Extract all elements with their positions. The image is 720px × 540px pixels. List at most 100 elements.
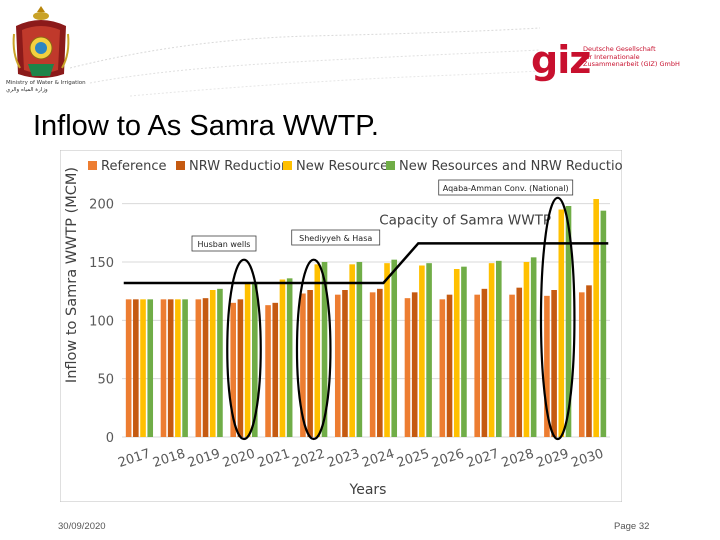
bar-new-resources-2027 (488, 263, 495, 437)
chart-annotations: Husban wells Shediyyeh & Hasa Aqaba-Amman … (191, 179, 576, 441)
bar-reference-2019 (195, 299, 202, 437)
bar-new-resources-2019 (209, 290, 216, 437)
bar-reference-2020 (230, 302, 236, 437)
annotation-highlight-2029 (539, 196, 576, 441)
bar-reference-2026 (439, 299, 446, 437)
y-tick-label: 200 (89, 198, 114, 213)
bar-new-resources-and-nrw-reduction-2024 (391, 259, 398, 437)
bar-reference-2021 (265, 305, 271, 437)
bar-new-resources-and-nrw-reduction-2026 (461, 266, 467, 437)
giz-name-line: für Internationale (583, 52, 640, 61)
annotation-box (438, 179, 574, 196)
bar-new-resources-2020 (244, 283, 251, 437)
bar-nrw-reduction-2024 (377, 288, 383, 437)
bar-reference-2025 (404, 298, 411, 437)
bar-reference-2028 (509, 294, 515, 437)
giz-name-line: Zusammenarbeit (GIZ) GmbH (583, 60, 680, 68)
ministry-name: Ministry of Water & Irrigation وزارة الم… (6, 80, 86, 94)
y-tick-label: 0 (106, 431, 114, 446)
bar-nrw-reduction-2021 (272, 302, 279, 437)
bar-nrw-reduction-2028 (516, 287, 523, 437)
bar-new-resources-2023 (349, 264, 355, 437)
legend-entry: New Resources and NRW Reduction (399, 159, 622, 174)
bar-reference-2024 (369, 292, 376, 437)
y-tick-label: 100 (89, 314, 114, 329)
bar-new-resources-2025 (419, 265, 425, 437)
bar-reference-2023 (334, 294, 341, 437)
chart-bars (125, 199, 607, 437)
bar-new-resources-2018 (175, 299, 181, 437)
giz-name-line: Deutsche Gesellschaft (583, 45, 656, 53)
decorative-wave-lines (70, 27, 540, 97)
footer-date: 30/09/2020 (58, 521, 106, 532)
bar-nrw-reduction-2027 (481, 288, 488, 437)
bar-new-resources-and-nrw-reduction-2019 (217, 288, 223, 437)
bar-new-resources-and-nrw-reduction-2022 (321, 262, 328, 437)
bar-reference-2029 (544, 295, 550, 437)
legend-entry: NRW Reduction (189, 159, 289, 174)
bar-new-resources-2021 (279, 279, 286, 437)
annotation-highlight-2022 (295, 258, 332, 441)
bar-new-resources-and-nrw-reduction-2030 (600, 210, 607, 437)
bar-new-resources-2028 (523, 262, 530, 437)
giz-organization-name: Deutsche Gesellschaft für Internationale… (583, 45, 680, 69)
giz-logo: giz (531, 38, 591, 82)
bar-nrw-reduction-2018 (167, 299, 174, 437)
bar-reference-2017 (125, 299, 132, 437)
annotation-label: Husban wells (198, 240, 251, 249)
bar-nrw-reduction-2023 (342, 290, 348, 437)
inflow-bar-chart: Reference NRW Reduction New Resources New R… (60, 150, 622, 502)
legend-entry: New Resources (296, 159, 395, 174)
bar-nrw-reduction-2029 (551, 290, 557, 437)
annotation-label: Shediyyeh & Hasa (299, 234, 372, 243)
annotation-box (191, 235, 257, 252)
bar-new-resources-and-nrw-reduction-2023 (356, 262, 363, 437)
bar-reference-2022 (300, 293, 306, 437)
legend-swatch (88, 161, 97, 170)
legend-swatch (386, 161, 395, 170)
ministry-name-en: Ministry of Water & Irrigation (6, 80, 86, 86)
bar-reference-2030 (578, 292, 585, 437)
bar-new-resources-and-nrw-reduction-2029 (565, 206, 572, 437)
legend-swatch (283, 161, 292, 170)
bar-nrw-reduction-2017 (133, 299, 139, 437)
bar-nrw-reduction-2025 (411, 292, 418, 437)
bar-new-resources-and-nrw-reduction-2021 (286, 278, 293, 437)
bar-nrw-reduction-2019 (202, 298, 209, 437)
bar-new-resources-and-nrw-reduction-2027 (496, 260, 502, 437)
bar-new-resources-and-nrw-reduction-2025 (426, 263, 432, 437)
y-tick-label: 50 (97, 373, 114, 388)
bar-reference-2018 (160, 299, 167, 437)
bar-nrw-reduction-2020 (237, 299, 244, 437)
capacity-line-label: Capacity of Samra WWTP (379, 213, 551, 229)
bar-new-resources-2026 (453, 269, 460, 437)
x-axis-label: Years (349, 482, 387, 498)
y-axis-label: Inflow to Samra WWTP (MCM) (64, 167, 80, 383)
bar-new-resources-2024 (384, 263, 390, 437)
legend-swatch (176, 161, 185, 170)
annotation-box (291, 229, 381, 246)
ministry-name-ar: وزارة المياه والري (6, 87, 48, 93)
annotation-highlight-2020 (226, 258, 262, 441)
chart-legend: Reference NRW Reduction New Resources New R… (88, 159, 622, 174)
bar-new-resources-2022 (314, 264, 321, 437)
bar-new-resources-and-nrw-reduction-2020 (252, 281, 258, 437)
y-axis-ticks: 0 50 100 150 200 (89, 198, 114, 446)
capacity-line (123, 242, 609, 285)
bar-new-resources-2017 (140, 299, 146, 437)
y-tick-label: 150 (89, 256, 114, 271)
legend-entry: Reference (101, 159, 166, 174)
footer-page-number: Page 32 (614, 521, 650, 532)
bar-nrw-reduction-2026 (446, 294, 453, 437)
bar-new-resources-2030 (593, 199, 599, 437)
bar-new-resources-and-nrw-reduction-2017 (147, 299, 154, 437)
slide-title: Inflow to As Samra WWTP. (33, 110, 379, 142)
bar-reference-2027 (474, 294, 480, 437)
bar-new-resources-and-nrw-reduction-2028 (530, 257, 537, 437)
bar-new-resources-2029 (558, 209, 565, 437)
capacity-line-group: Capacity of Samra WWTP (123, 213, 609, 285)
jordan-coat-of-arms-logo (12, 6, 70, 78)
bar-nrw-reduction-2022 (307, 290, 313, 437)
bar-nrw-reduction-2030 (586, 285, 592, 437)
bar-new-resources-and-nrw-reduction-2018 (182, 299, 188, 437)
